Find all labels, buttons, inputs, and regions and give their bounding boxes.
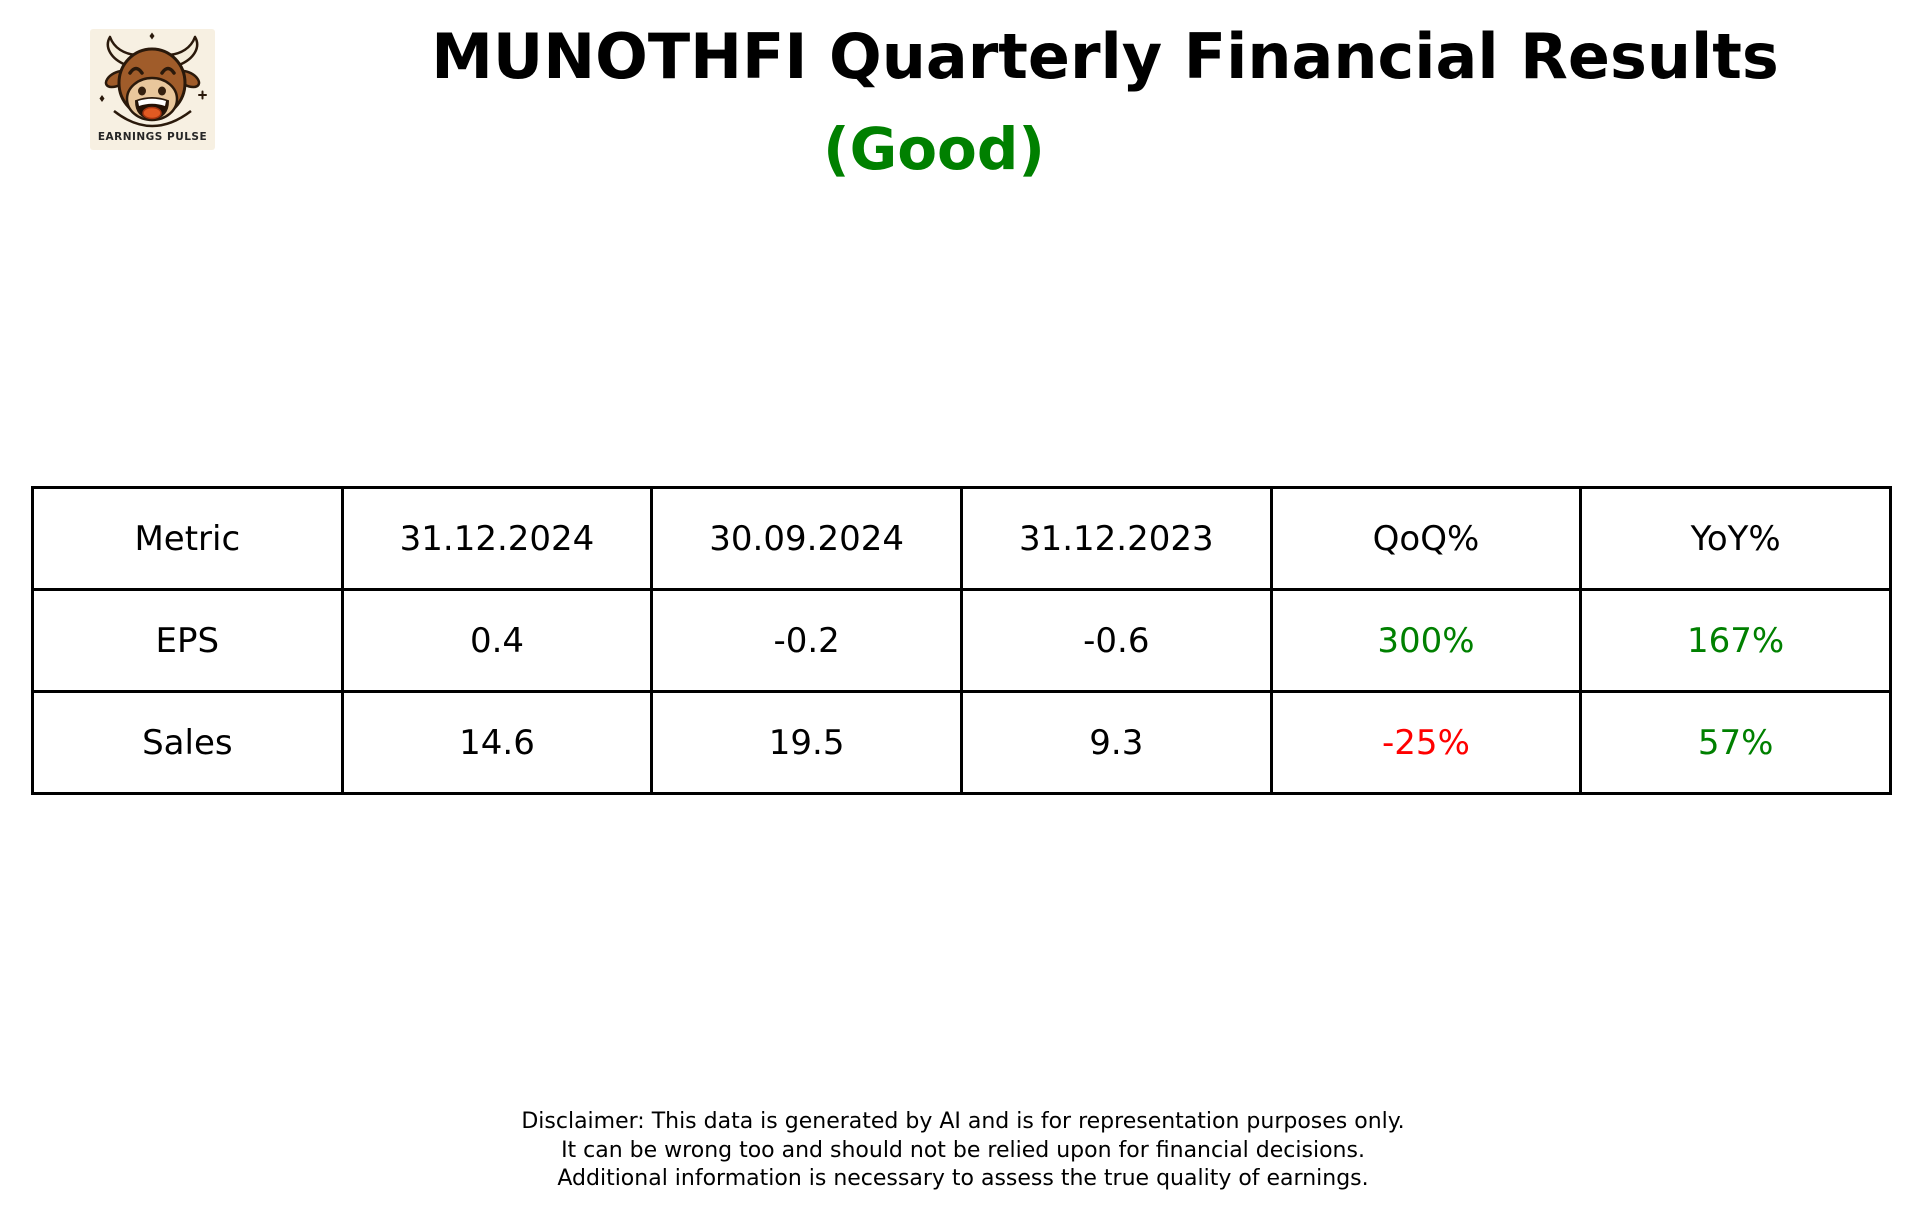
disclaimer-line-3: Additional information is necessary to a…	[557, 1166, 1369, 1191]
col-header-qoq: QoQ%	[1269, 486, 1583, 591]
disclaimer-line-1: Disclaimer: This data is generated by AI…	[521, 1109, 1405, 1134]
cell-sales-q-current: 14.6	[340, 690, 654, 795]
verdict-badge: (Good)	[823, 115, 1045, 183]
cell-eps-q-yearago: -0.6	[959, 588, 1273, 693]
col-header-30-09-2024: 30.09.2024	[650, 486, 963, 591]
cell-eps-qoq: 300%	[1269, 588, 1583, 693]
disclaimer-line-2: It can be wrong too and should not be re…	[561, 1137, 1365, 1163]
table-header-row: Metric 31.12.2024 30.09.2024 31.12.2023 …	[31, 486, 1892, 591]
logo-caption: EARNINGS PULSE	[97, 131, 208, 143]
col-header-metric: Metric	[31, 486, 344, 591]
cell-eps-metric: EPS	[31, 588, 344, 693]
cell-sales-q-yearago: 9.3	[959, 690, 1273, 795]
cell-sales-yoy: 57%	[1579, 690, 1892, 795]
table-row-eps: EPS 0.4 -0.2 -0.6 300% 167%	[31, 588, 1892, 693]
page-title: MUNOTHFI Quarterly Financial Results	[431, 20, 1779, 93]
cell-sales-q-previous: 19.5	[650, 690, 963, 795]
cell-sales-metric: Sales	[31, 690, 344, 795]
table-row-sales: Sales 14.6 19.5 9.3 -25% 57%	[31, 690, 1892, 795]
earnings-pulse-logo: EARNINGS PULSE	[90, 29, 215, 150]
cell-eps-yoy: 167%	[1579, 588, 1892, 693]
cell-eps-q-current: 0.4	[340, 588, 654, 693]
col-header-31-12-2024: 31.12.2024	[340, 486, 654, 591]
disclaimer: Disclaimer: This data is generated by AI…	[521, 1108, 1404, 1194]
cell-eps-q-previous: -0.2	[650, 588, 963, 693]
col-header-yoy: YoY%	[1579, 486, 1892, 591]
col-header-31-12-2023: 31.12.2023	[959, 486, 1273, 591]
results-table: Metric 31.12.2024 30.09.2024 31.12.2023 …	[31, 486, 1892, 795]
cell-sales-qoq: -25%	[1269, 690, 1583, 795]
bull-logo-icon	[99, 32, 207, 128]
